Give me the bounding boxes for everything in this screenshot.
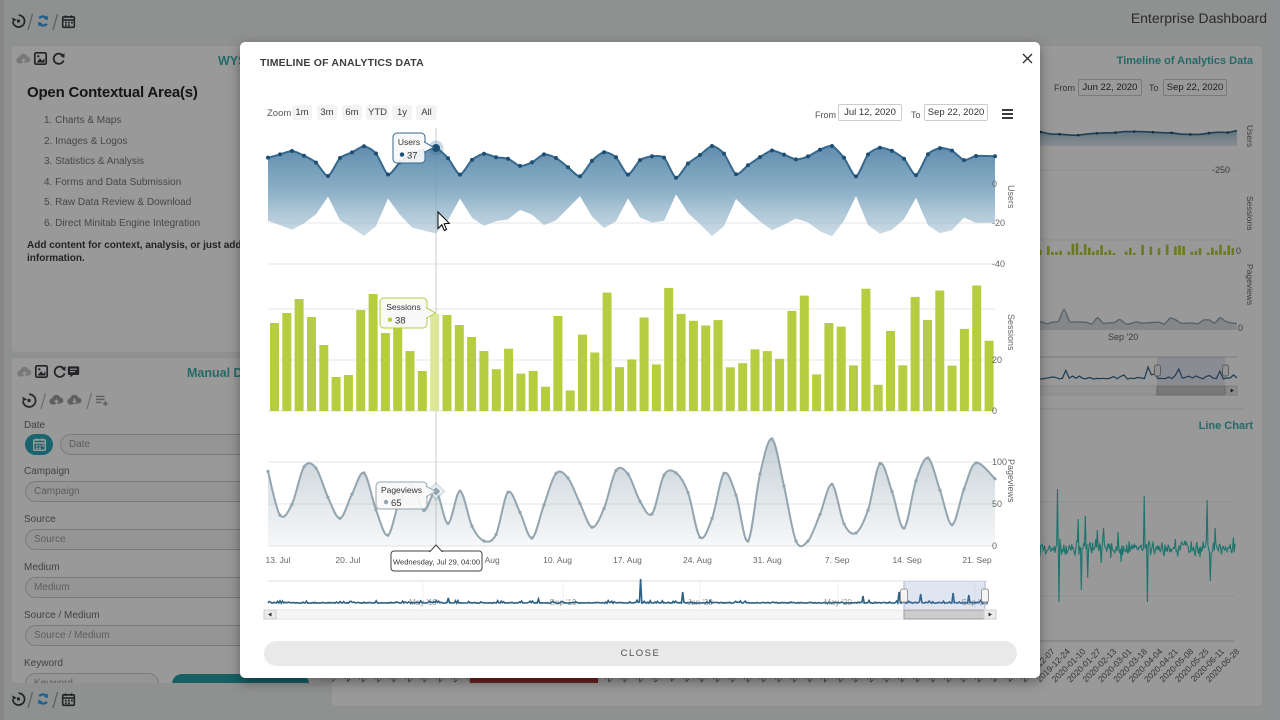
svg-text:Wednesday, Jul 29, 04:00: Wednesday, Jul 29, 04:00 [393, 558, 480, 567]
svg-text:17. Aug: 17. Aug [613, 555, 642, 565]
svg-text:0: 0 [1236, 246, 1241, 256]
svg-text:13. Jul: 13. Jul [265, 555, 290, 565]
svg-text:-250: -250 [1212, 165, 1230, 175]
svg-text:100: 100 [992, 457, 1007, 467]
svg-text:31. Aug: 31. Aug [753, 555, 782, 565]
svg-text:7. Sep: 7. Sep [825, 555, 850, 565]
svg-text:20. Jul: 20. Jul [335, 555, 360, 565]
svg-text:Users: Users [1006, 185, 1016, 209]
svg-text:Users: Users [398, 137, 420, 147]
svg-text:3. Aug: 3. Aug [476, 555, 500, 565]
svg-text:-20: -20 [992, 218, 1005, 228]
svg-text:Pageviews: Pageviews [1006, 459, 1016, 503]
svg-text:24. Aug: 24. Aug [683, 555, 712, 565]
svg-text:Sessions: Sessions [386, 302, 421, 312]
svg-text:Sessions: Sessions [1006, 314, 1016, 351]
svg-text:37: 37 [407, 151, 418, 162]
svg-text:50: 50 [992, 499, 1002, 509]
svg-text:Pageviews: Pageviews [381, 485, 422, 495]
svg-text:10. Aug: 10. Aug [543, 555, 572, 565]
svg-text:Users: Users [1245, 125, 1255, 147]
svg-text:0: 0 [1238, 323, 1243, 333]
svg-text:Pageviews: Pageviews [1245, 264, 1255, 305]
svg-text:14. Sep: 14. Sep [892, 555, 922, 565]
svg-text:0: 0 [992, 179, 997, 189]
svg-text:Sep '20: Sep '20 [1108, 332, 1138, 342]
svg-text:Sessions: Sessions [1245, 196, 1255, 231]
svg-text:-40: -40 [992, 259, 1005, 269]
svg-text:21. Sep: 21. Sep [962, 555, 992, 565]
svg-text:0: 0 [992, 406, 997, 416]
svg-text:38: 38 [395, 316, 406, 327]
svg-text:20: 20 [992, 355, 1002, 365]
svg-text:65: 65 [391, 498, 402, 509]
svg-text:0: 0 [992, 541, 997, 551]
